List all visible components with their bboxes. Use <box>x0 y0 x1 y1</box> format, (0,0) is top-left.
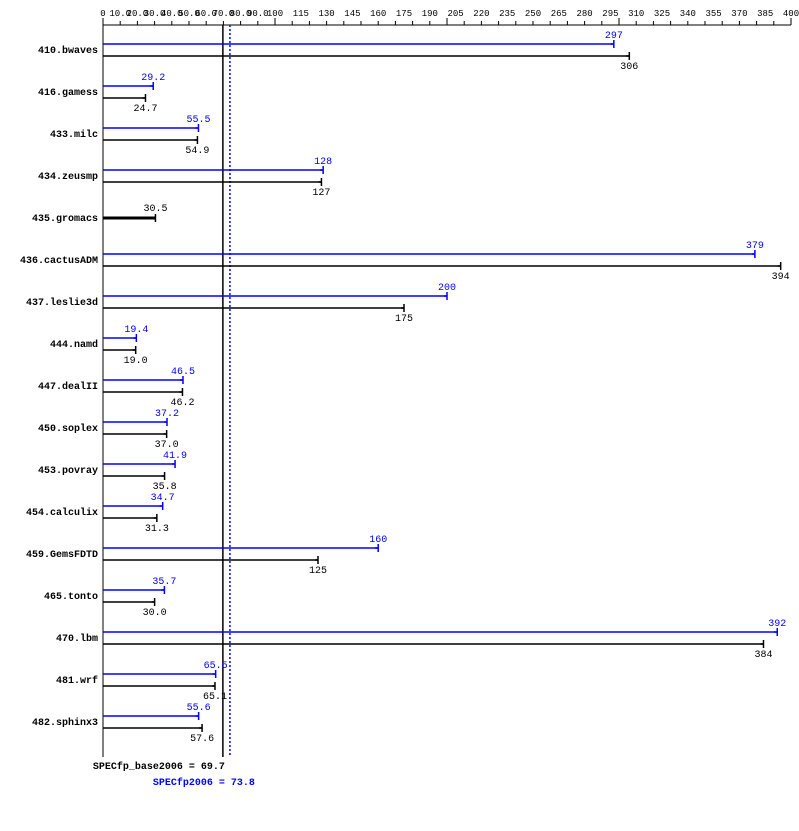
value-peak: 128 <box>314 157 332 168</box>
benchmark-label: 444.namd <box>50 339 98 351</box>
benchmark-label: 481.wrf <box>56 675 98 687</box>
x-tick-label: 145 <box>344 9 360 19</box>
x-tick-label: 355 <box>705 9 721 19</box>
benchmark-label: 470.lbm <box>56 633 98 645</box>
benchmark-label: 435.gromacs <box>32 214 98 225</box>
value-base: 57.6 <box>190 734 214 745</box>
value-peak: 297 <box>605 31 623 42</box>
value-peak: 65.5 <box>204 661 228 672</box>
value-base: 127 <box>312 188 330 199</box>
value-peak: 41.9 <box>163 451 187 462</box>
x-tick-label: 400 <box>783 9 799 19</box>
x-tick-label: 250 <box>525 9 541 19</box>
value-peak: 55.5 <box>186 115 210 126</box>
x-tick-label: 130 <box>318 9 334 19</box>
x-tick-label: 175 <box>396 9 412 19</box>
value-base: 394 <box>772 272 790 283</box>
value-peak: 160 <box>369 535 387 546</box>
x-tick-label: 220 <box>473 9 489 19</box>
value-single: 30.5 <box>143 204 167 215</box>
x-tick-label: 280 <box>576 9 592 19</box>
value-base: 54.9 <box>185 146 209 157</box>
benchmark-label: 482.sphinx3 <box>32 717 98 729</box>
x-tick-label: 90.0 <box>247 9 269 19</box>
value-peak: 34.7 <box>151 493 175 504</box>
specfp-chart: 010.020.030.040.050.060.070.080.090.0100… <box>0 0 799 831</box>
benchmark-label: 459.GemsFDTD <box>26 550 98 561</box>
benchmark-label: 450.soplex <box>38 423 98 435</box>
value-peak: 29.2 <box>141 73 165 84</box>
value-base: 46.2 <box>170 398 194 409</box>
benchmark-label: 454.calculix <box>26 507 98 519</box>
benchmark-label: 436.cactusADM <box>20 256 98 267</box>
x-tick-label: 370 <box>731 9 747 19</box>
value-base: 384 <box>754 650 772 661</box>
benchmark-label: 434.zeusmp <box>38 172 98 183</box>
value-peak: 37.2 <box>155 409 179 420</box>
value-peak: 392 <box>768 619 786 630</box>
value-peak: 46.5 <box>171 367 195 378</box>
x-tick-label: 100 <box>267 9 283 19</box>
value-base: 24.7 <box>133 104 157 115</box>
value-peak: 200 <box>438 283 456 294</box>
benchmark-label: 416.gamess <box>38 88 98 99</box>
x-tick-label: 325 <box>654 9 670 19</box>
value-base: 125 <box>309 566 327 577</box>
benchmark-label: 433.milc <box>50 129 98 141</box>
x-tick-label: 190 <box>422 9 438 19</box>
summary-base: SPECfp_base2006 = 69.7 <box>93 761 225 773</box>
x-tick-label: 115 <box>293 9 309 19</box>
x-tick-label: 340 <box>680 9 696 19</box>
x-tick-label: 295 <box>602 9 618 19</box>
value-base: 35.8 <box>153 482 177 493</box>
benchmark-label: 465.tonto <box>44 592 98 603</box>
value-peak: 379 <box>746 241 764 252</box>
x-tick-label: 265 <box>551 9 567 19</box>
x-tick-label: 235 <box>499 9 515 19</box>
value-base: 65.1 <box>203 692 227 703</box>
x-tick-label: 385 <box>757 9 773 19</box>
value-peak: 55.6 <box>187 703 211 714</box>
x-tick-label: 310 <box>628 9 644 19</box>
benchmark-label: 453.povray <box>38 466 98 477</box>
value-base: 175 <box>395 314 413 325</box>
value-peak: 35.7 <box>152 577 176 588</box>
value-base: 19.0 <box>124 356 148 367</box>
summary-peak: SPECfp2006 = 73.8 <box>153 777 255 789</box>
x-tick-label: 205 <box>447 9 463 19</box>
value-peak: 19.4 <box>124 325 148 336</box>
benchmark-label: 447.dealII <box>38 381 98 393</box>
value-base: 37.0 <box>155 440 179 451</box>
benchmark-label: 437.leslie3d <box>26 297 98 309</box>
x-tick-label: 160 <box>370 9 386 19</box>
x-tick-label: 0 <box>100 9 105 19</box>
value-base: 306 <box>620 62 638 73</box>
benchmark-label: 410.bwaves <box>38 45 98 57</box>
value-base: 31.3 <box>145 524 169 535</box>
value-base: 30.0 <box>143 608 167 619</box>
